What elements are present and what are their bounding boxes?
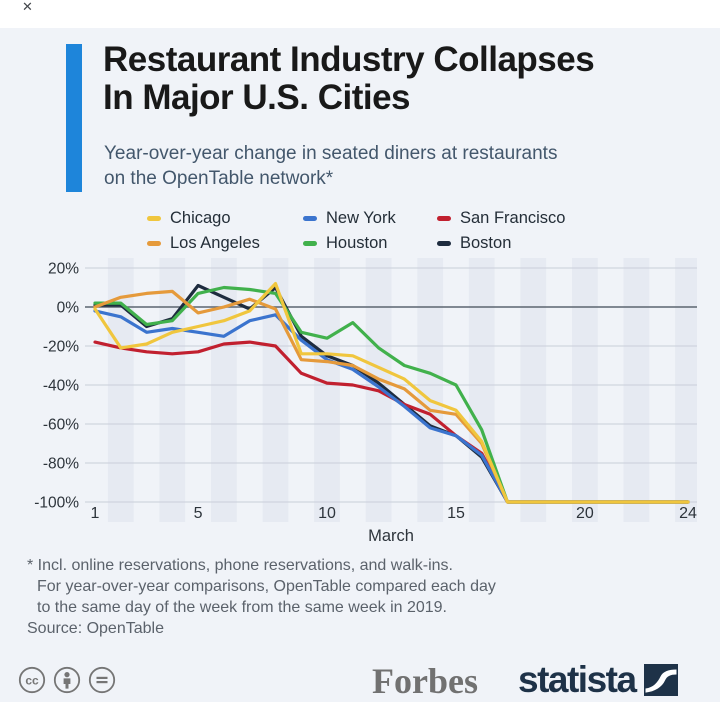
legend-label-san-francisco: San Francisco: [460, 209, 566, 227]
day-band-22: [623, 258, 650, 522]
footnote: * Incl. online reservations, phone reser…: [27, 555, 496, 618]
statista-wordmark: statista: [518, 659, 637, 700]
x-tick-label: 5: [194, 505, 203, 522]
legend-item-houston: Houston: [303, 231, 437, 256]
y-tick-label: -100%: [34, 495, 79, 512]
line-chicago: [93, 282, 690, 504]
legend-label-chicago: Chicago: [170, 209, 231, 227]
day-band-4: [159, 258, 186, 522]
y-tick-label: 20%: [48, 261, 79, 278]
legend-label-los-angeles: Los Angeles: [170, 234, 260, 252]
legend-item-boston: Boston: [437, 231, 565, 256]
chart-subtitle: Year-over-year change in seated diners a…: [104, 141, 557, 191]
x-axis-label: March: [368, 527, 414, 545]
legend-item-new-york: New York: [303, 206, 437, 231]
legend-swatch-boston: [437, 241, 451, 246]
source-line: Source: OpenTable: [27, 620, 164, 637]
title-accent-bar: [66, 44, 82, 192]
x-tick-label: 24: [679, 505, 697, 522]
footnote-line-1: * Incl. online reservations, phone reser…: [27, 557, 453, 574]
x-tick-label: 1: [91, 505, 100, 522]
footnote-line-2: For year-over-year comparisons, OpenTabl…: [37, 578, 496, 595]
footnote-line-3: to the same day of the week from the sam…: [37, 599, 447, 616]
chart-legend: Chicago New York San Francisco Los Angel…: [147, 206, 565, 256]
svg-text:cc: cc: [25, 674, 39, 688]
legend-swatch-chicago: [147, 216, 161, 221]
legend-label-boston: Boston: [460, 234, 512, 252]
legend-swatch-san-francisco: [437, 216, 451, 221]
y-tick-label: -60%: [43, 417, 79, 434]
subtitle-line-1: Year-over-year change in seated diners a…: [104, 143, 558, 164]
x-tick-label: 10: [318, 505, 336, 522]
title-line-2: In Major U.S. Cities: [103, 78, 411, 117]
y-tick-label: -20%: [43, 339, 79, 356]
day-band-10: [314, 258, 340, 522]
day-band-24: [675, 258, 697, 522]
y-tick-label: -40%: [43, 378, 79, 395]
page-title: Restaurant Industry Collapses In Major U…: [103, 40, 595, 117]
legend-item-los-angeles: Los Angeles: [147, 231, 303, 256]
day-band-20: [572, 258, 598, 522]
no-derivatives-icon[interactable]: [88, 666, 116, 694]
y-tick-label: -80%: [43, 456, 79, 473]
legend-swatch-houston: [303, 241, 317, 246]
x-tick-label: 15: [447, 505, 465, 522]
day-band-18: [520, 258, 547, 522]
legend-swatch-new-york: [303, 216, 317, 221]
y-tick-label: 0%: [57, 300, 80, 317]
subtitle-line-2: on the OpenTable network*: [104, 168, 334, 189]
line-chart-plot: 20%0%-20%-40%-60%-80%-100%1 5 10 15 20 24Marc…: [34, 258, 697, 545]
day-band-16: [468, 258, 495, 522]
legend-swatch-los-angeles: [147, 241, 161, 246]
legend-item-san-francisco: San Francisco: [437, 206, 565, 231]
day-band-14: [417, 258, 444, 522]
forbes-logo: Forbes: [372, 661, 478, 701]
statista-logo: statista: [518, 659, 678, 701]
x-tick-label: 20: [576, 505, 594, 522]
attribution-icon[interactable]: [53, 666, 81, 694]
legend-item-chicago: Chicago: [147, 206, 303, 231]
close-icon[interactable]: ✕: [22, 0, 33, 14]
statista-logo-mark: [643, 664, 678, 696]
title-line-1: Restaurant Industry Collapses: [103, 40, 595, 79]
license-icons: cc: [18, 666, 116, 694]
cc-icon[interactable]: cc: [18, 666, 46, 694]
legend-label-houston: Houston: [326, 234, 388, 252]
day-band-8: [262, 258, 289, 522]
legend-label-new-york: New York: [326, 209, 396, 227]
